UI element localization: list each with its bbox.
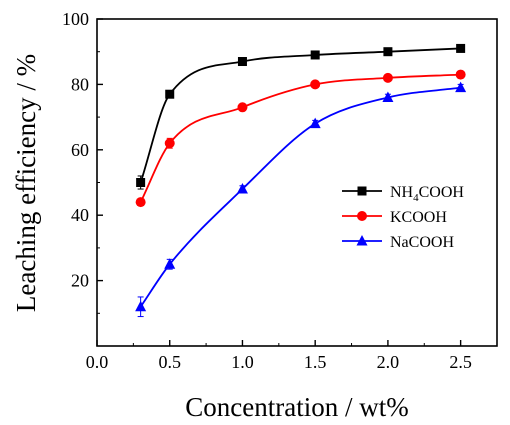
data-point-kcooh: [382, 72, 393, 83]
x-tick-label: 0.0: [86, 352, 109, 372]
x-tick-label: 2.0: [377, 352, 400, 372]
legend-label: NaCOOH: [390, 234, 454, 251]
y-axis-title: Leaching efficiency / %: [11, 54, 41, 312]
data-point-kcooh: [237, 102, 248, 113]
y-tick-label: 100: [62, 9, 89, 29]
axis-ticks: [96, 18, 462, 346]
x-tick-label: 0.5: [158, 352, 181, 372]
data-point-nacooh: [236, 183, 248, 194]
legend-marker: [357, 211, 367, 221]
x-tick-label: 1.5: [304, 352, 327, 372]
fit-curves: [139, 47, 461, 308]
data-point-nh4cooh: [456, 43, 466, 53]
data-point-nacooh: [309, 117, 321, 129]
y-tick-label: 40: [71, 205, 89, 225]
data-point-kcooh: [455, 69, 466, 80]
data-point-nh4cooh: [383, 47, 393, 57]
legend-marker: [356, 235, 368, 246]
data-point-nacooh: [135, 300, 147, 312]
legend: NH4COOH KCOOH NaCOOH: [342, 184, 464, 251]
data-point-kcooh: [164, 138, 175, 149]
x-tick-label: 2.5: [449, 352, 472, 372]
y-tick-label: 60: [71, 140, 89, 160]
legend-label: KCOOH: [390, 209, 447, 226]
series-curve-nh4cooh: [139, 47, 461, 183]
data-point-nh4cooh: [310, 50, 320, 60]
data-point-nh4cooh: [136, 178, 146, 187]
data-markers: [135, 43, 467, 318]
data-point-nh4cooh: [237, 57, 247, 67]
data-point-nh4cooh: [165, 89, 175, 99]
y-tick-label: 20: [71, 271, 89, 291]
x-tick-label: 1.0: [231, 352, 254, 372]
data-point-nacooh: [382, 91, 394, 102]
data-point-nacooh: [455, 81, 467, 93]
x-axis-title: Concentration / wt%: [185, 392, 408, 422]
data-point-nacooh: [164, 258, 176, 269]
plot-frame: [96, 18, 498, 347]
tick-labels: 0.0 0.5 1.0 1.5 2.0 2.5 20 40 60 80 100: [62, 9, 472, 372]
data-point-kcooh: [310, 79, 321, 90]
legend-marker: [357, 186, 367, 196]
data-point-kcooh: [135, 197, 146, 208]
y-tick-label: 80: [71, 74, 89, 94]
legend-label: NH4COOH: [390, 184, 464, 204]
